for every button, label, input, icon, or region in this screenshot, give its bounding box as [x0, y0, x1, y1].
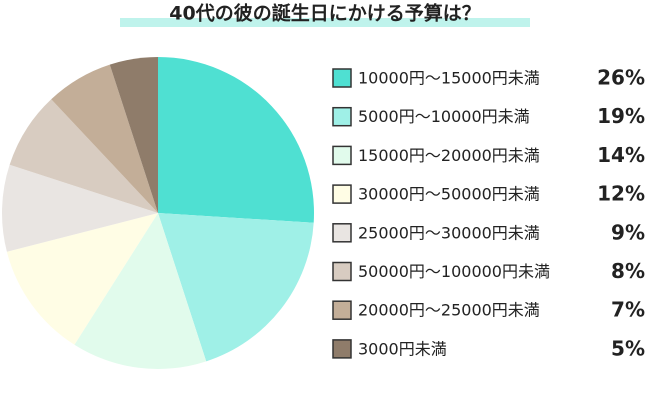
legend-swatch — [332, 339, 352, 359]
legend-label: 15000円～20000円未満 — [358, 146, 540, 165]
chart-title: 40代の彼の誕生日にかける予算は？ — [169, 2, 480, 25]
pie-slice — [109, 57, 158, 213]
value-label: 9% — [611, 220, 645, 244]
pie-slice — [158, 57, 314, 223]
value-label: 8% — [611, 259, 645, 283]
legend-swatch — [332, 106, 352, 127]
legend-label: 20000円～25000円未満 — [358, 301, 540, 320]
value-label: 7% — [611, 298, 645, 322]
legend-label: 10000円～15000円未満 — [358, 69, 540, 88]
pie-slice — [9, 99, 159, 213]
value-label: 14% — [597, 143, 645, 167]
legend-label: 3000円未満 — [358, 339, 447, 358]
pie-slice — [158, 213, 314, 362]
title-highlight — [120, 18, 530, 27]
value-label: 26% — [597, 66, 645, 90]
legend-swatch — [332, 300, 352, 320]
pie-slice — [2, 164, 158, 252]
value-label: 5% — [611, 336, 645, 360]
value-label: 12% — [597, 182, 645, 206]
legend-swatch — [332, 223, 352, 243]
legend-swatch — [332, 145, 352, 166]
value-label: 19% — [597, 104, 645, 128]
pie-slice — [6, 213, 158, 345]
legend-swatch — [332, 68, 352, 88]
legend-label: 30000円～50000円未満 — [358, 185, 540, 204]
legend-label: 5000円～10000円未満 — [358, 107, 530, 126]
pie-slice — [51, 64, 159, 213]
pie-slice — [74, 213, 207, 369]
legend-label: 50000円～100000円未満 — [358, 262, 550, 281]
legend-swatch — [332, 184, 352, 204]
legend-label: 25000円～30000円未満 — [358, 223, 540, 242]
legend-swatch — [332, 261, 352, 282]
